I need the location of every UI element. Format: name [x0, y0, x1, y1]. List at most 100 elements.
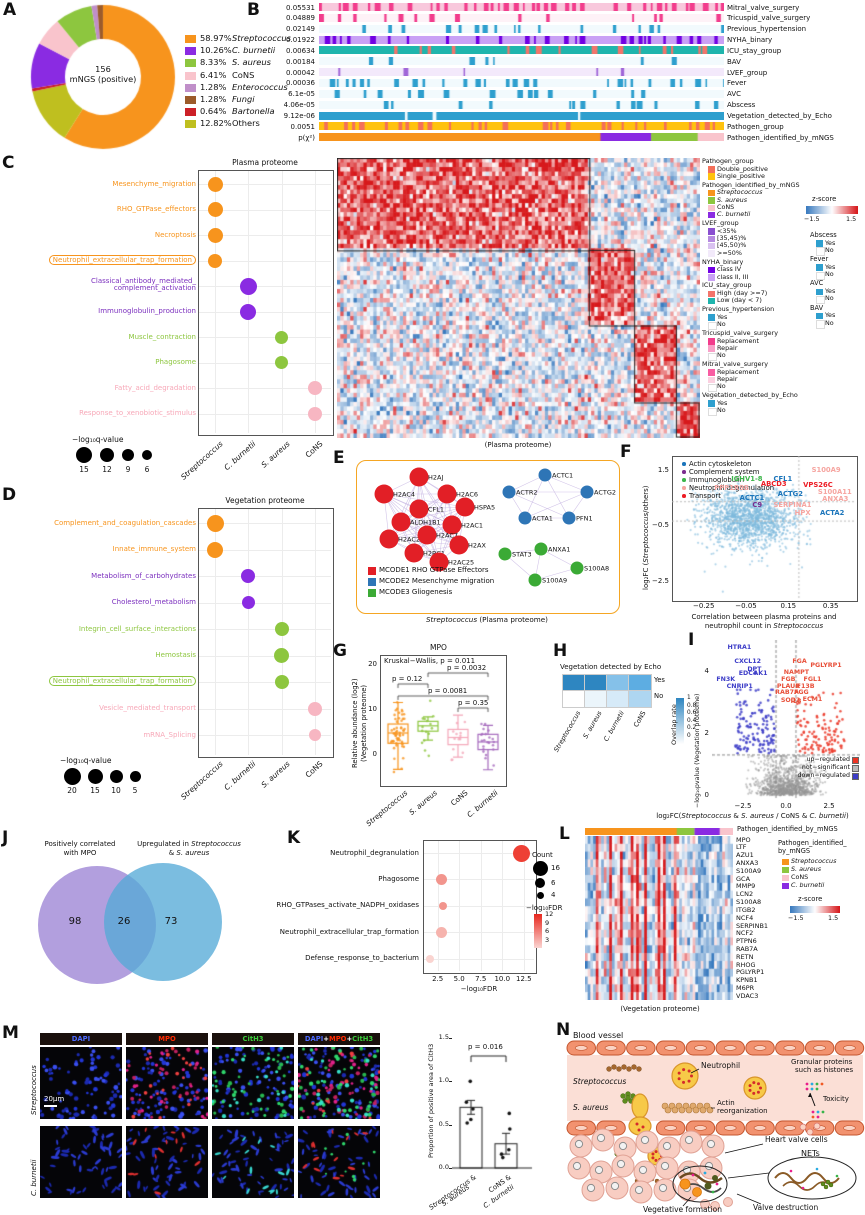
pathway-dot [239, 277, 257, 295]
schematic-label: Toxicity [822, 1095, 849, 1103]
colorbar-tick: 0.2 [687, 725, 697, 732]
count-legend-dot [532, 860, 548, 876]
panel-label-m: M [2, 1023, 19, 1043]
fdr-tick: 6 [545, 927, 550, 936]
gene-label: PPP1R9B [714, 483, 750, 492]
network-node-label: H2AC7 [436, 532, 458, 540]
gene-row-label: ITGB2 [736, 905, 756, 914]
panel-label-e: E [333, 448, 345, 468]
x-category-label: CoNS [304, 439, 325, 460]
legend-swatch [782, 866, 789, 873]
y-axis-label: Relative abundance (log2) [351, 678, 359, 768]
x-category-label: Streptococcus [179, 759, 225, 802]
count-legend-dot [535, 878, 545, 888]
trapped-bacteria [828, 1182, 834, 1188]
network-node [417, 525, 437, 545]
granular-protein-dot [835, 1174, 839, 1178]
pvalue-label: 0.04889 [286, 14, 315, 23]
annotation-bar-lvef_group [319, 68, 724, 77]
zscore-title: z-score [798, 895, 823, 903]
granular-protein-dot [811, 1110, 815, 1114]
legend-item: Yes [717, 313, 727, 321]
text-part: & [168, 849, 177, 857]
micrograph [212, 1126, 294, 1198]
legend-item: >=50% [717, 249, 742, 257]
legend-pct: 10.26% [200, 45, 232, 56]
y-tick: 0.5 [438, 1119, 449, 1128]
actin-filament [664, 1106, 672, 1114]
x-category-label: CoNS [304, 759, 325, 780]
y-axis-label: −log₁₀pvalue (Vegetation proteome) [694, 693, 701, 809]
text-part: Streptococcus [426, 615, 478, 624]
schematic-label: Valve destruction [753, 1203, 818, 1212]
size-legend-dot [63, 767, 81, 785]
granular-protein-dot [815, 1082, 819, 1086]
neutrophil-granule [682, 1080, 686, 1084]
actin-filament [678, 1106, 686, 1114]
x-category-label: CoNS [632, 709, 649, 729]
venn-count: 26 [117, 916, 131, 927]
streptococcus-chain [606, 1066, 612, 1072]
net-strand [679, 1172, 723, 1184]
gene-row-label: MPO [736, 835, 751, 844]
channel-header: CitH3 [212, 1033, 294, 1045]
network-node [538, 468, 552, 482]
text-part: S. aureus [741, 812, 774, 820]
venn-count: 98 [68, 916, 82, 927]
heatmap-cell [584, 690, 608, 708]
gene-label: VPS26C [803, 480, 833, 489]
text-part: S. aureus [258, 759, 292, 790]
cell-nucleus [604, 1045, 618, 1051]
cell-nucleus [783, 1045, 797, 1051]
x-tick: −0.25 [692, 602, 715, 610]
text-part: CoNS [632, 709, 649, 729]
cell-nucleus [694, 1045, 707, 1051]
micrograph [126, 1126, 208, 1198]
trapped-bacteria [704, 1182, 712, 1190]
network-node [502, 485, 516, 499]
size-legend-dot [100, 448, 114, 462]
pathway-dot [436, 926, 448, 938]
gridline-h [199, 209, 331, 211]
size-legend-value: 15 [79, 465, 89, 474]
legend-swatch [185, 71, 196, 80]
annotation-label: Abscess [727, 101, 756, 110]
volcano-legend-item: down−regulated [797, 771, 850, 779]
panel-label-f: F [620, 442, 632, 462]
valve-cell-nucleus [684, 1135, 694, 1145]
pathway-label: Metabolism_of_carbohydrates [91, 571, 196, 580]
legend-name: Fungi [232, 94, 255, 105]
text-part: S. aureus [791, 865, 822, 873]
text-part: MPO [158, 1035, 176, 1043]
plot-title: Vegetation proteome [225, 496, 305, 505]
colorbar-tick: 1 [687, 695, 691, 701]
valve-cell-nucleus [662, 1141, 672, 1151]
gene-label: S100A11 [817, 488, 852, 497]
nets-detail-circle [767, 1156, 857, 1200]
text-part: Streptococcus [30, 1065, 38, 1115]
pathway-label: Neutrophil_extracellular_trap_formation [279, 927, 419, 936]
granular-protein-dot [816, 1110, 820, 1114]
legend-swatch [782, 874, 789, 881]
gene-label: PLAUR [776, 683, 801, 691]
x-tick: 10.0 [494, 975, 511, 983]
legend-item: Repair [717, 344, 737, 352]
colorbar-tick: 0 [687, 733, 691, 739]
text-part: /others) [642, 485, 650, 513]
legend-item: [35,45)% [717, 234, 746, 242]
text-part: C. burnetii [30, 1159, 38, 1196]
scatter-legend-item: Transport [689, 491, 721, 500]
s-aureus-cluster [620, 1093, 626, 1099]
y-tick: 10 [368, 704, 377, 713]
legend-group-title: by_mNGS [778, 847, 811, 855]
x-category-label: S. aureus [582, 710, 605, 740]
pathway-dot [274, 622, 289, 636]
gene-row-label: M6PR [736, 983, 755, 992]
streptococcus-chain [626, 1066, 632, 1072]
legend-name: Bartonella [232, 106, 275, 117]
gene-label: ACTC1 [739, 493, 765, 502]
heatmap-caption: (Plasma proteome) [484, 441, 552, 449]
network-node [518, 511, 532, 525]
pathway-label: complement_activation [113, 284, 196, 292]
